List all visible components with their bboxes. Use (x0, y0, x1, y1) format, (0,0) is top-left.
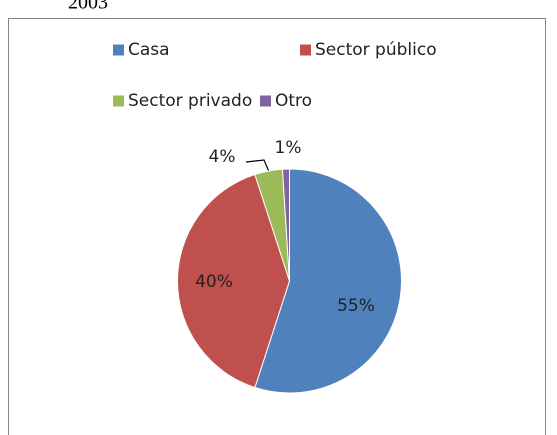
data-label: 4% (209, 147, 236, 167)
data-label: 40% (195, 272, 233, 292)
legend-swatch (113, 95, 124, 107)
leader-line (245, 159, 271, 175)
data-label: 55% (337, 296, 375, 316)
pie-slice (254, 168, 403, 394)
data-label: 1% (275, 138, 302, 158)
legend-label: Sector público (315, 40, 437, 60)
legend-swatch (300, 44, 311, 56)
legend-swatch (260, 95, 271, 107)
legend-label: Sector privado (128, 91, 252, 111)
legend-label: Casa (128, 40, 170, 60)
legend-label: Otro (275, 91, 312, 111)
pie-slice (281, 168, 290, 282)
pie-slice (177, 173, 291, 389)
chart-title: 2003 (68, 0, 108, 14)
legend-swatch (113, 44, 124, 56)
